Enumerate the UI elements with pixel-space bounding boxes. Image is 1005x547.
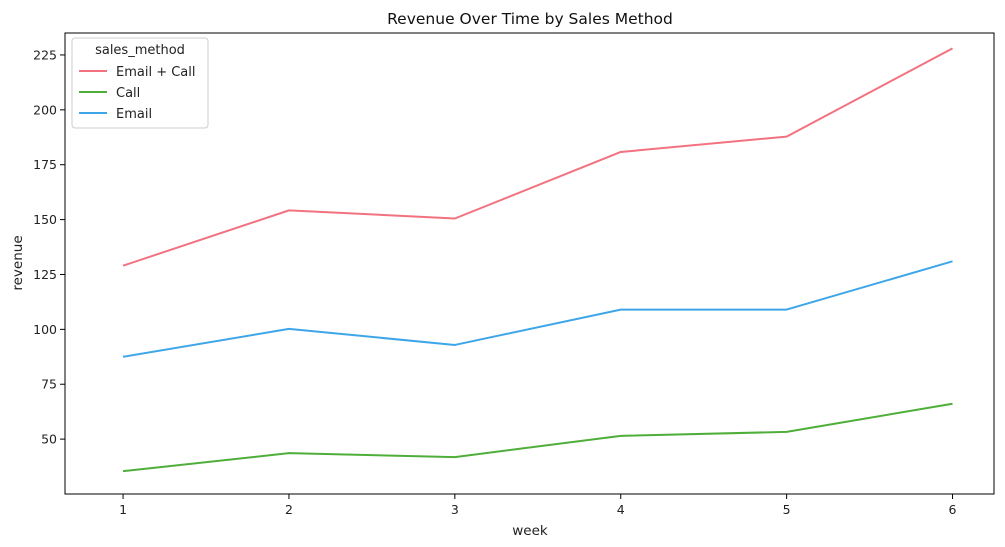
x-tick-label: 4 [617,502,625,517]
y-axis-title: revenue [10,235,26,290]
series-line-call [122,402,953,473]
y-tick-label: 200 [33,102,57,117]
plot-area [64,32,995,495]
legend-label-email-call: Email + Call [116,65,196,80]
y-tick-label: 100 [33,322,57,337]
x-tick-label: 2 [285,502,293,517]
legend-label-email: Email [116,107,152,122]
legend-box [71,37,209,129]
y-tick-label: 150 [33,212,57,227]
x-tick-label: 5 [783,502,791,517]
y-tick-label: 225 [33,47,57,62]
x-tick-label: 3 [451,502,459,517]
x-tick-label: 1 [119,502,127,517]
y-axis: 50 75 100 125 150 175 200 225 [33,47,65,447]
series-line-email-call [122,47,953,267]
y-tick-label: 175 [33,157,57,172]
legend: sales_method Email + Call Call Email [71,37,209,129]
series-layer [122,47,953,473]
legend-title: sales_method [95,43,185,58]
series-line-email [122,260,953,358]
y-tick-label: 50 [41,432,57,447]
legend-label-call: Call [116,86,140,101]
x-axis-title: week [512,523,548,539]
y-tick-label: 125 [33,267,57,282]
chart-title: Revenue Over Time by Sales Method [387,10,673,28]
legend-items: Email + Call Call Email [79,65,196,122]
x-axis: 1 2 3 4 5 6 [119,494,957,517]
y-tick-label: 75 [41,377,57,392]
x-tick-label: 6 [949,502,957,517]
